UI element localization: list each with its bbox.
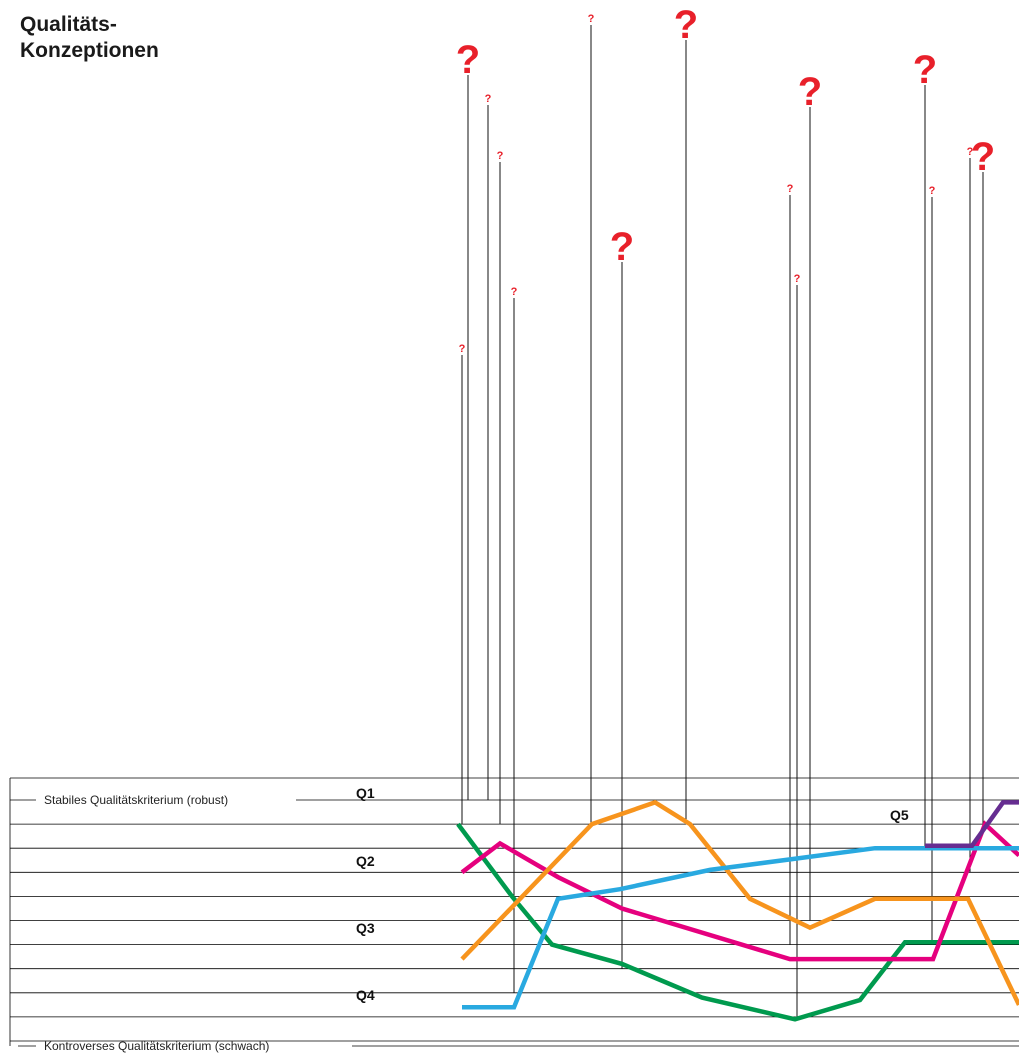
series-line-q4 [462,845,1019,1010]
question-mark-large: ? [610,225,634,269]
series-label-q4: Q4 [356,987,375,1003]
labels: Stabiles Qualitätskriterium (robust) Kont… [44,785,909,1053]
page-title-line1: Qualitäts- [20,13,117,36]
question-marks: ??????????????? [456,3,995,355]
bottom-scale-label: Kontroverses Qualitätskriterium (schwach… [44,1039,269,1053]
question-stems [461,25,984,1017]
series-line-q3 [460,799,1019,1006]
question-mark-small: ? [459,343,466,355]
question-mark-small: ? [497,150,504,162]
series-label-q3: Q3 [356,920,375,936]
page-title: Qualitäts- Konzeptionen [20,12,159,64]
top-scale-label: Stabiles Qualitätskriterium (robust) [44,793,228,807]
question-mark-large: ? [971,135,995,179]
question-mark-small: ? [967,146,974,158]
question-mark-large: ? [674,3,698,47]
question-mark-large: ? [798,70,822,114]
question-mark-large: ? [913,48,937,92]
series-lines [456,799,1019,1022]
question-mark-small: ? [485,93,492,105]
series-label-q1: Q1 [356,785,375,801]
question-mark-small: ? [511,286,518,298]
question-mark-small: ? [787,183,794,195]
question-mark-large: ? [456,38,480,82]
series-label-q2: Q2 [356,853,375,869]
series-label-q5: Q5 [890,807,909,823]
series-line-q5 [925,800,1019,849]
question-mark-small: ? [929,185,936,197]
question-mark-small: ? [588,13,595,25]
question-mark-small: ? [794,273,801,285]
series-line-q1 [456,822,1019,1022]
page-title-line2: Konzeptionen [20,39,159,62]
